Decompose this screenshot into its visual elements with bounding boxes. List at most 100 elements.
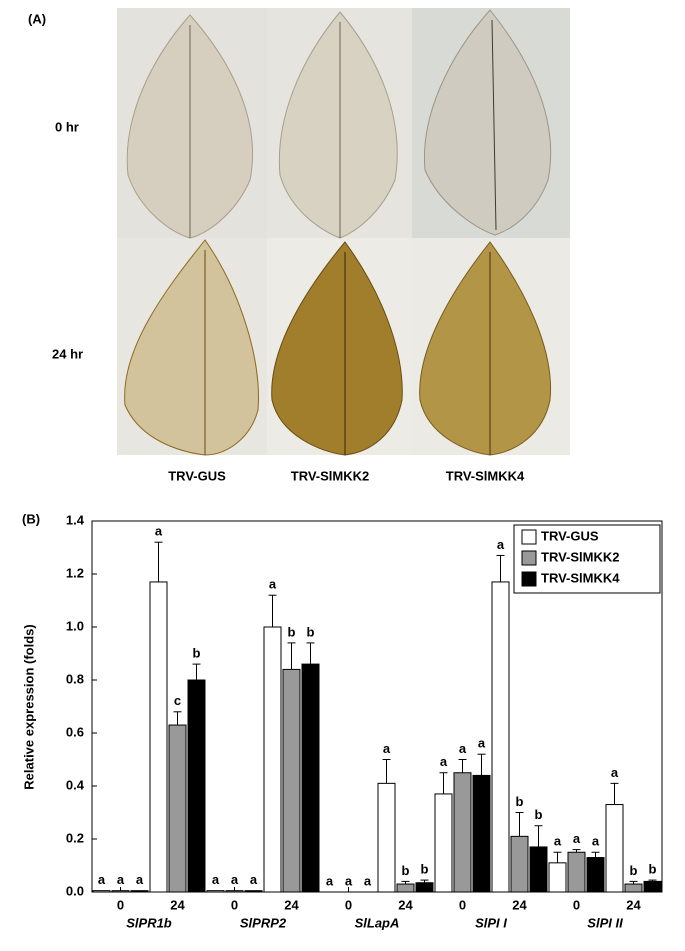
bar [472, 774, 491, 893]
significance-letter: a [212, 872, 220, 887]
bar [529, 846, 548, 893]
bar [415, 882, 434, 893]
legend-swatch [521, 529, 537, 545]
bar [586, 857, 605, 893]
significance-letter: a [497, 537, 505, 552]
significance-letter: b [630, 863, 638, 878]
panel-label: (A) [28, 11, 46, 26]
bar [377, 782, 396, 893]
significance-letter: a [573, 831, 581, 846]
group-label: SlPI II [587, 915, 623, 930]
y-tick-label: 0.6 [66, 724, 84, 739]
y-tick-label: 1.4 [66, 512, 85, 527]
bar [111, 890, 130, 893]
significance-letter: c [174, 693, 181, 708]
panel-label: (B) [22, 511, 40, 526]
bar [225, 890, 244, 893]
significance-letter: a [554, 834, 562, 849]
significance-letter: b [516, 794, 524, 809]
y-axis-title: Relative expression (folds) [21, 624, 36, 789]
legend-label: TRV-SlMKK2 [541, 549, 620, 564]
significance-letter: a [345, 873, 353, 888]
group-label: SlPI I [475, 915, 507, 930]
x-tick-label: 0 [231, 897, 238, 912]
significance-letter: a [117, 872, 125, 887]
plot-frame [91, 520, 663, 893]
x-tick-label: 0 [459, 897, 466, 912]
bar [149, 581, 168, 893]
bar [453, 772, 472, 893]
bar [92, 890, 111, 893]
y-tick-label: 0.4 [66, 777, 85, 792]
x-tick-label: 24 [626, 897, 641, 912]
column-label: TRV-GUS [168, 468, 226, 483]
y-tick-label: 0.8 [66, 671, 84, 686]
y-tick-label: 1.2 [66, 565, 84, 580]
y-tick-label: 0.0 [66, 883, 84, 898]
photo-panel [117, 8, 570, 456]
bar [434, 793, 453, 893]
bar [548, 862, 567, 893]
significance-letter: b [193, 646, 201, 661]
significance-letter: a [231, 872, 239, 887]
bar [624, 883, 643, 893]
bar [187, 679, 206, 893]
leaf-vein [491, 19, 497, 231]
significance-letter: a [383, 741, 391, 756]
group-label: SlPRP2 [240, 915, 287, 930]
significance-letter: a [269, 577, 277, 592]
group-label: SlPR1b [126, 915, 172, 930]
row-label: 0 hr [55, 119, 79, 134]
significance-letter: a [250, 872, 258, 887]
x-tick-label: 24 [512, 897, 527, 912]
y-tick-label: 0.2 [66, 830, 84, 845]
x-tick-label: 0 [345, 897, 352, 912]
bar [282, 668, 301, 893]
bar [605, 804, 624, 893]
significance-letter: a [478, 736, 486, 751]
significance-letter: a [98, 872, 106, 887]
bar [244, 890, 263, 893]
legend-swatch [521, 550, 537, 566]
x-tick-label: 0 [573, 897, 580, 912]
x-tick-label: 24 [170, 897, 185, 912]
significance-letter: b [535, 807, 543, 822]
group-label: SlLapA [355, 915, 400, 930]
bar [567, 851, 586, 893]
significance-letter: b [421, 862, 429, 877]
significance-letter: a [440, 754, 448, 769]
column-label: TRV-SlMKK4 [446, 468, 525, 483]
bar [301, 663, 320, 893]
legend-swatch [521, 571, 537, 587]
significance-letter: b [288, 624, 296, 639]
significance-letter: a [364, 873, 372, 888]
row-label: 24 hr [52, 346, 83, 361]
significance-letter: a [136, 872, 144, 887]
leaf [423, 9, 552, 236]
legend [513, 524, 661, 594]
x-tick-label: 24 [398, 897, 413, 912]
bar [491, 581, 510, 893]
significance-letter: a [611, 765, 619, 780]
significance-letter: a [592, 834, 600, 849]
bar [263, 626, 282, 893]
bar [206, 890, 225, 893]
significance-letter: b [649, 862, 657, 877]
legend-label: TRV-SlMKK4 [541, 570, 620, 585]
significance-letter: b [402, 863, 410, 878]
legend-label: TRV-GUS [541, 528, 599, 543]
bar [168, 724, 187, 893]
bar [643, 880, 662, 893]
significance-letter: a [459, 741, 467, 756]
x-tick-label: 0 [117, 897, 124, 912]
bar [130, 890, 149, 893]
significance-letter: b [307, 624, 315, 639]
column-label: TRV-SlMKK2 [291, 468, 370, 483]
significance-letter: a [155, 524, 163, 539]
bar [396, 883, 415, 893]
x-tick-label: 24 [284, 897, 299, 912]
bar [510, 835, 529, 893]
y-tick-label: 1.0 [66, 618, 84, 633]
significance-letter: a [326, 873, 334, 888]
